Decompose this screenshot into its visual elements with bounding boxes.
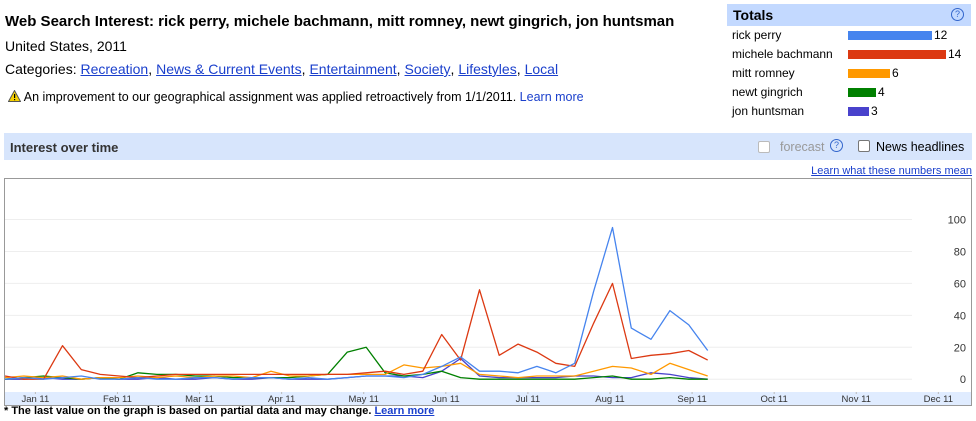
x-tick-label: Nov 11	[842, 394, 871, 405]
series-line	[4, 362, 708, 380]
category-link[interactable]: Entertainment	[309, 61, 404, 77]
x-tick-label: Sep 11	[677, 394, 706, 405]
notice-link[interactable]: Learn more	[519, 90, 584, 104]
total-value: 4	[878, 85, 885, 99]
series-line	[5, 357, 708, 380]
categories-label: Categories:	[5, 61, 77, 77]
y-tick-label: 60	[954, 278, 966, 290]
y-tick-label: 20	[954, 342, 966, 354]
section-bar: Interest over time forecast ? News headl…	[4, 133, 972, 160]
total-bar	[848, 50, 946, 59]
totals-chart: rick perry 12 michele bachmann 14 mitt romne…	[731, 28, 962, 118]
total-name: rick perry	[732, 28, 781, 42]
y-tick-label: 100	[948, 215, 966, 227]
category-link[interactable]: Recreation	[80, 61, 156, 77]
footnote-text: * The last value on the graph is based o…	[4, 405, 372, 417]
total-value: 6	[892, 66, 899, 80]
x-tick-label: Apr 11	[268, 394, 295, 405]
x-tick-label: Oct 11	[761, 394, 788, 405]
total-name: jon huntsman	[731, 104, 804, 118]
total-bar	[848, 107, 869, 116]
total-value: 3	[871, 104, 878, 118]
series-line	[4, 346, 708, 380]
section-title: Interest over time	[10, 140, 119, 155]
x-tick-label: May 11	[348, 394, 378, 405]
x-tick-label: Jun 11	[432, 394, 460, 405]
x-tick-label: Mar 11	[185, 394, 214, 405]
totals-header: Totals ?	[727, 4, 971, 26]
x-axis-strip	[5, 392, 971, 405]
category-link[interactable]: Society	[405, 61, 459, 77]
series-line	[4, 226, 709, 380]
footnote-link[interactable]: Learn more	[374, 405, 435, 417]
y-tick-label: 80	[954, 246, 966, 258]
total-name: newt gingrich	[732, 85, 803, 99]
categories: Categories: RecreationNews & Current Eve…	[5, 61, 558, 77]
help-icon[interactable]: ?	[951, 8, 964, 21]
notice-text: An improvement to our geographical assig…	[23, 90, 517, 104]
news-checkbox[interactable]	[858, 140, 870, 152]
category-link[interactable]: Lifestyles	[458, 61, 524, 77]
news-label: News headlines	[876, 140, 965, 154]
total-bar	[848, 88, 876, 97]
chart-frame	[4, 178, 972, 406]
learn-link[interactable]: Learn what these numbers mean	[811, 165, 972, 177]
x-tick-label: Dec 11	[924, 394, 953, 405]
total-value: 14	[948, 47, 962, 61]
help-icon[interactable]: ?	[830, 139, 843, 152]
total-name: michele bachmann	[732, 47, 833, 61]
total-bar	[848, 31, 932, 40]
subtitle: United States, 2011	[5, 38, 127, 54]
notice: An improvement to our geographical assig…	[7, 89, 584, 104]
total-name: mitt romney	[732, 66, 795, 80]
totals-panel: Totals ? rick perry 12 michele bachmann 14 m…	[727, 4, 971, 126]
x-tick-label: Aug 11	[595, 394, 624, 405]
category-links: RecreationNews & Current EventsEntertain…	[80, 61, 558, 77]
category-link[interactable]: News & Current Events	[156, 61, 309, 77]
title: Web Search Interest: rick perry, michele…	[5, 13, 675, 30]
footnote: * The last value on the graph is based o…	[4, 405, 434, 417]
x-tick-label: Feb 11	[103, 394, 132, 405]
totals-title: Totals	[733, 7, 774, 23]
category-link[interactable]: Local	[524, 61, 559, 77]
total-bar	[848, 69, 890, 78]
forecast-checkbox[interactable]	[758, 141, 770, 153]
total-value: 12	[934, 28, 948, 42]
series-line	[4, 282, 708, 380]
x-tick-label: Jul 11	[516, 394, 541, 405]
y-tick-label: 0	[960, 374, 966, 386]
forecast-label: forecast	[780, 140, 825, 154]
warning-icon	[7, 89, 22, 102]
y-tick-label: 40	[954, 310, 966, 322]
x-tick-label: Jan 11	[21, 394, 49, 405]
